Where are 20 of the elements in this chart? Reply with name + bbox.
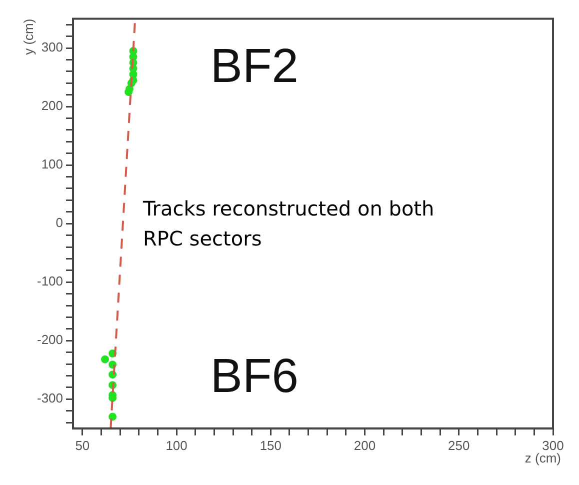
y-tick-label: 0 (56, 215, 64, 230)
x-tick-label: 100 (166, 438, 188, 453)
x-axis-title: z (cm) (524, 450, 561, 466)
y-tick-label: 100 (41, 156, 64, 172)
annotation: BF2 (210, 40, 298, 93)
x-tick-label: 300 (542, 438, 564, 453)
y-axis-title: y (cm) (21, 18, 36, 55)
point (101, 355, 110, 364)
y-tick-label: -100 (36, 274, 64, 289)
annotation: BF6 (210, 350, 298, 403)
y-tick-label: -200 (36, 332, 64, 348)
y-tick-label: -300 (36, 390, 64, 406)
x-tick-label: 200 (354, 438, 376, 453)
y-tick-label: 200 (41, 98, 64, 114)
x-tick-label: 50 (75, 438, 90, 453)
x-tick-label: 250 (448, 438, 470, 453)
point (108, 412, 117, 421)
x-tick-label: 150 (260, 438, 282, 453)
y-tick-label: 300 (41, 40, 64, 55)
annotation: Tracks reconstructed on both RPC sectors (142, 196, 434, 250)
